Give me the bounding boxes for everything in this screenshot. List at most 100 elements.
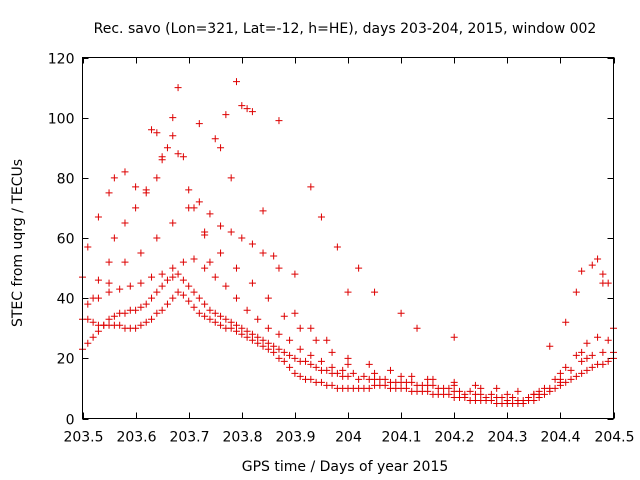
data-point [222, 282, 230, 290]
y-tick-label: 40 [57, 292, 75, 308]
data-point [397, 372, 405, 380]
data-point [89, 294, 97, 302]
data-point [392, 378, 400, 386]
data-point [328, 348, 336, 356]
data-point [291, 354, 299, 362]
data-point [148, 273, 156, 281]
data-point [185, 282, 193, 290]
data-point [445, 390, 453, 398]
data-point [509, 393, 517, 401]
data-point [365, 360, 373, 368]
data-point [137, 303, 145, 311]
data-point [185, 297, 193, 305]
data-point [291, 270, 299, 278]
data-point [169, 294, 177, 302]
data-point [381, 381, 389, 389]
data-point [238, 330, 246, 338]
data-point [153, 129, 161, 137]
data-point [206, 258, 214, 266]
data-point [275, 117, 283, 125]
data-point [110, 174, 118, 182]
data-point [466, 387, 474, 395]
data-point [190, 255, 198, 263]
data-point [546, 342, 554, 350]
data-point [105, 315, 113, 323]
data-point [424, 387, 432, 395]
data-point [540, 384, 548, 392]
data-point [567, 375, 575, 383]
data-point [121, 309, 129, 317]
data-point [121, 258, 129, 266]
data-point [583, 339, 591, 347]
data-point [381, 375, 389, 383]
data-point [201, 264, 209, 272]
data-point [514, 387, 522, 395]
x-tick-label: 204.4 [540, 430, 580, 446]
data-point [84, 339, 92, 347]
data-point [259, 249, 267, 257]
data-point [599, 360, 607, 368]
data-point [578, 357, 586, 365]
data-point [105, 258, 113, 266]
data-point [503, 390, 511, 398]
data-point [148, 294, 156, 302]
data-point [179, 153, 187, 161]
data-point [264, 294, 272, 302]
data-point [232, 78, 240, 86]
data-point [153, 288, 161, 296]
data-point [206, 210, 214, 218]
x-tick-label: 203.7 [169, 430, 209, 446]
data-point [206, 315, 214, 323]
data-point [264, 324, 272, 332]
data-point [153, 309, 161, 317]
y-tick-label: 0 [66, 413, 75, 429]
data-point [179, 258, 187, 266]
data-point [270, 348, 278, 356]
data-point [302, 357, 310, 365]
data-point [434, 384, 442, 392]
data-point [217, 144, 225, 152]
x-tick-label: 204.2 [434, 430, 474, 446]
data-point [275, 354, 283, 362]
data-point [307, 360, 315, 368]
data-point [503, 396, 511, 404]
data-point [174, 270, 182, 278]
data-point [344, 288, 352, 296]
data-point [312, 336, 320, 344]
data-point [562, 363, 570, 371]
data-point [254, 339, 262, 347]
data-point [482, 393, 490, 401]
data-point [270, 342, 278, 350]
x-tick-label: 203.8 [222, 430, 262, 446]
data-point [238, 234, 246, 242]
y-tick-label: 60 [57, 232, 75, 248]
data-point [450, 333, 458, 341]
data-point [286, 351, 294, 359]
data-point [424, 381, 432, 389]
data-point [121, 219, 129, 227]
data-point [519, 396, 527, 404]
data-point [227, 174, 235, 182]
x-tick-label: 204 [335, 430, 362, 446]
data-point [248, 336, 256, 344]
data-point [110, 312, 118, 320]
data-point [190, 303, 198, 311]
data-point [461, 390, 469, 398]
data-point [604, 336, 612, 344]
x-tick-label: 203.5 [63, 430, 103, 446]
data-point [355, 375, 363, 383]
data-point [317, 357, 325, 365]
y-tick-label: 20 [57, 352, 75, 368]
data-point [94, 276, 102, 284]
data-point [286, 363, 294, 371]
data-point [328, 381, 336, 389]
data-point [588, 351, 596, 359]
data-point [604, 357, 612, 365]
data-point [317, 378, 325, 386]
data-point [94, 213, 102, 221]
data-point [599, 270, 607, 278]
data-point [158, 306, 166, 314]
data-point [498, 393, 506, 401]
data-point [232, 327, 240, 335]
data-point [238, 102, 246, 110]
